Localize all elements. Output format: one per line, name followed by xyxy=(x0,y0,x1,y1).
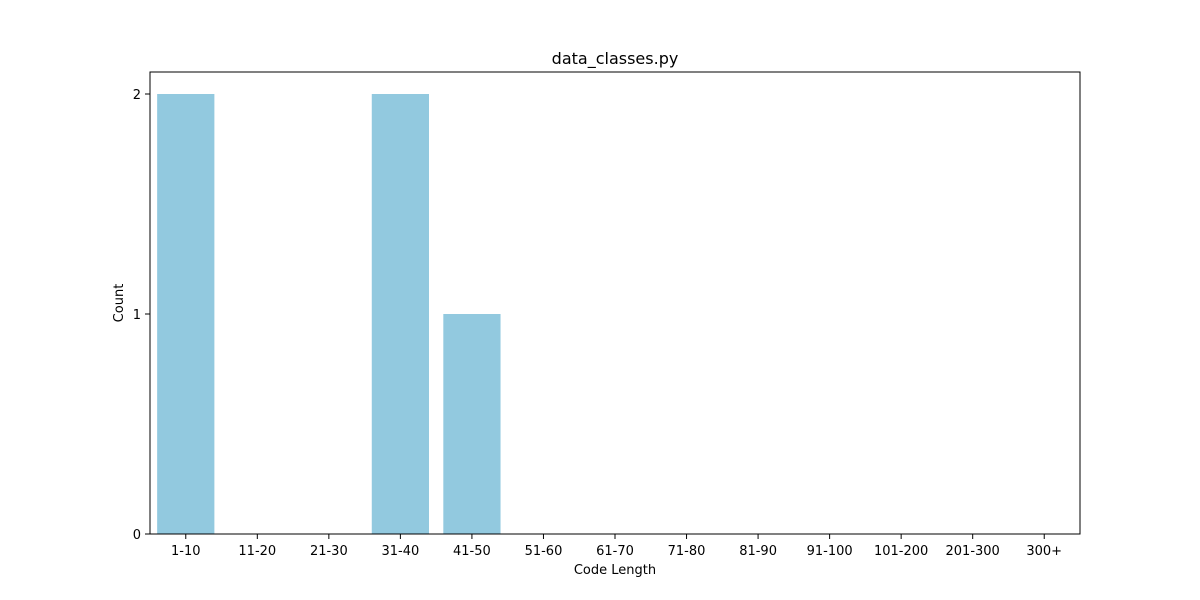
y-tick-label: 2 xyxy=(133,88,141,103)
y-tick-label: 0 xyxy=(133,528,141,543)
x-axis-label: Code Length xyxy=(574,563,656,578)
bar-31-40 xyxy=(371,94,429,534)
x-tick-label: 101-200 xyxy=(874,544,928,559)
x-tick-label: 41-50 xyxy=(453,544,491,559)
x-tick-label: 61-70 xyxy=(596,544,634,559)
plot-frame xyxy=(149,71,1081,535)
chart-title: data_classes.py xyxy=(552,49,679,69)
y-axis: 0 1 2 xyxy=(133,88,150,543)
y-tick-label: 1 xyxy=(133,308,141,323)
x-tick-label: 81-90 xyxy=(739,544,777,559)
y-axis-label: Count xyxy=(112,284,127,323)
x-axis: 1-10 11-20 21-30 31-40 41-50 51-60 61-70 71-80 8… xyxy=(171,534,1062,559)
bar-1-10 xyxy=(157,94,215,534)
x-tick-label: 21-30 xyxy=(310,544,348,559)
x-tick-label: 300+ xyxy=(1026,544,1062,559)
x-tick-label: 201-300 xyxy=(946,544,1000,559)
x-tick-label: 11-20 xyxy=(238,544,276,559)
x-tick-label: 51-60 xyxy=(525,544,563,559)
x-tick-label: 31-40 xyxy=(381,544,419,559)
x-tick-label: 1-10 xyxy=(171,544,201,559)
bar-41-50 xyxy=(443,314,501,534)
x-tick-label: 91-100 xyxy=(807,544,853,559)
bars-group xyxy=(157,94,501,534)
x-tick-label: 71-80 xyxy=(668,544,706,559)
